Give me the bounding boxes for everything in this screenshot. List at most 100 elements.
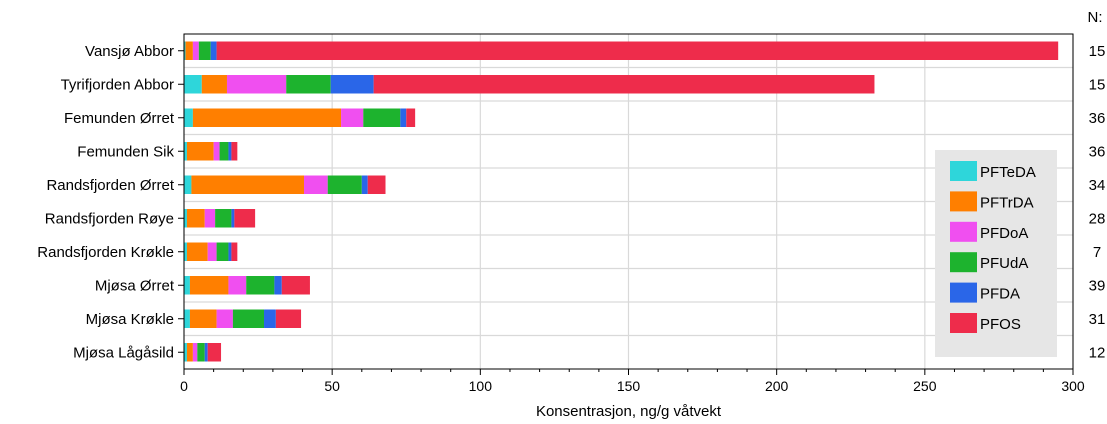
x-tick-label: 50 (324, 378, 340, 394)
bar-segment (184, 242, 187, 261)
bar-segment (231, 209, 235, 228)
category-label: Mjøsa Ørret (95, 277, 175, 294)
bar-segment (327, 175, 362, 194)
bar-segment (197, 343, 205, 362)
bar-segment (184, 75, 202, 94)
x-tick-label: 0 (180, 378, 188, 394)
bar-segment (186, 209, 205, 228)
bar-segment (191, 175, 305, 194)
category-label: Tyrifjorden Abbor (61, 76, 174, 93)
category-label: Randsfjorden Røye (45, 210, 174, 227)
bar-segment (185, 41, 193, 60)
bar-segment (192, 343, 198, 362)
bar-segment (201, 75, 227, 94)
bar-segment (330, 75, 374, 94)
bar-segment (184, 276, 190, 295)
x-tick-label: 150 (617, 378, 641, 394)
bar-segment (275, 309, 302, 328)
x-tick-label: 200 (765, 378, 789, 394)
bar-segment (219, 142, 229, 161)
bar-segment (210, 41, 217, 60)
bar-segment (281, 276, 310, 295)
x-tick-label: 300 (1061, 378, 1085, 394)
category-label: Femunden Ørret (64, 110, 175, 127)
bar-segment (186, 242, 208, 261)
bar-segment (189, 276, 229, 295)
bar-segment (184, 175, 192, 194)
legend-swatch (950, 282, 977, 303)
bar-segment (192, 41, 199, 60)
bar-segment (232, 309, 265, 328)
legend-label: PFUdA (980, 255, 1028, 272)
bar-segment (216, 242, 229, 261)
bar-segment (207, 242, 217, 261)
bar-layer (184, 41, 1059, 362)
bar-segment (406, 108, 416, 127)
n-value: 7 (1093, 244, 1101, 261)
bar-segment (198, 41, 211, 60)
frame-layer (178, 33, 1074, 375)
bar-segment (186, 142, 214, 161)
bar-segment (184, 108, 193, 127)
legend-swatch (950, 191, 977, 212)
bar-segment (184, 41, 186, 60)
bar-segment (215, 209, 232, 228)
legend-swatch (950, 221, 977, 242)
legend: PFTeDA PFTrDA PFDoA PFUdA PFDA PFOS (935, 150, 1057, 357)
bar-segment (231, 242, 238, 261)
legend-swatch (950, 252, 977, 273)
bar-segment (367, 175, 386, 194)
bar-segment (204, 343, 208, 362)
bar-segment (231, 142, 238, 161)
n-value: 28 (1089, 210, 1106, 227)
bar-segment (246, 276, 275, 295)
legend-swatch (950, 313, 977, 333)
x-axis-title: Konsentrasjon, ng/g våtvekt (536, 403, 722, 420)
bar-segment (264, 309, 276, 328)
n-value: 31 (1089, 311, 1106, 328)
bar-segment (341, 108, 364, 127)
bar-segment (213, 142, 220, 161)
x-tick-label: 100 (469, 378, 493, 394)
bar-segment (184, 209, 187, 228)
bar-segment (204, 209, 216, 228)
category-label: Mjøsa Krøkle (86, 311, 174, 328)
category-label: Mjøsa Lågåsild (73, 344, 174, 361)
bar-segment (228, 276, 247, 295)
bar-segment (228, 242, 232, 261)
bar-segment (286, 75, 331, 94)
legend-label: PFTrDA (980, 194, 1034, 211)
bar-segment (226, 75, 287, 94)
n-value: 15 (1089, 43, 1106, 60)
legend-label: PFOS (980, 316, 1021, 333)
category-label: Randsfjorden Krøkle (37, 244, 174, 261)
bar-segment (373, 75, 875, 94)
bar-segment (207, 343, 222, 362)
n-column-header: N: (1088, 9, 1103, 26)
n-value: 12 (1089, 344, 1106, 361)
n-value: 36 (1089, 110, 1106, 127)
legend-label: PFDA (980, 286, 1020, 303)
n-value: 15 (1089, 76, 1106, 93)
bar-segment (274, 276, 282, 295)
label-layer: 0 50 100 150 200 250 300 Vansjø Abbor 15 Tyrifjor… (37, 43, 1105, 394)
n-value: 36 (1089, 143, 1106, 160)
bar-segment (192, 108, 342, 127)
category-label: Femunden Sik (77, 143, 174, 160)
bar-segment (234, 209, 256, 228)
bar-segment (400, 108, 407, 127)
bar-segment (189, 309, 217, 328)
bar-segment (228, 142, 232, 161)
bar-segment (363, 108, 401, 127)
bar-segment (216, 309, 233, 328)
bar-segment (186, 343, 193, 362)
legend-swatch (950, 161, 977, 181)
bar-segment (361, 175, 368, 194)
bar-segment (184, 309, 190, 328)
category-label: Randsfjorden Ørret (46, 177, 174, 194)
bar-segment (184, 343, 187, 362)
x-tick-label: 250 (913, 378, 937, 394)
n-value: 39 (1089, 277, 1106, 294)
